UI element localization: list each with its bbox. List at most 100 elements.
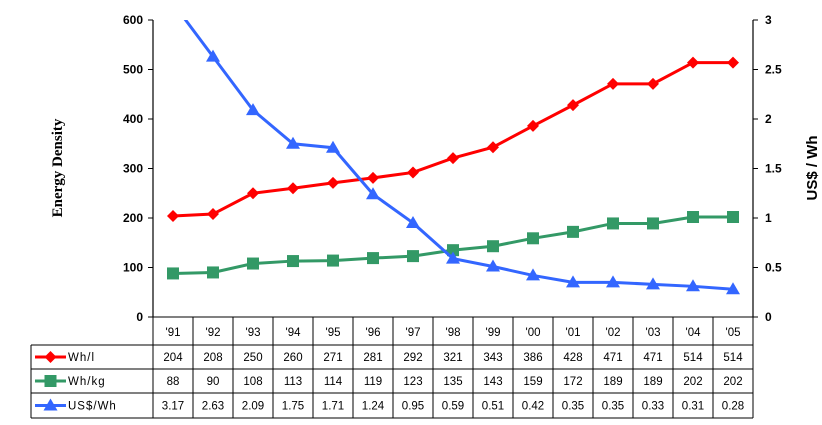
table-cell-value: 250 [243, 352, 262, 364]
point-marker [727, 56, 739, 69]
legend-label: US$/Wh [68, 401, 117, 413]
series-wh-kg [167, 211, 739, 280]
point-marker [247, 257, 259, 270]
y-tick-label-right: 1.5 [765, 162, 782, 176]
table-cell-value: 343 [483, 352, 502, 364]
table-cell-value: 471 [643, 352, 662, 364]
point-marker [486, 259, 500, 272]
point-marker [287, 182, 299, 195]
table-cell-value: 0.31 [682, 401, 704, 413]
category-label: '95 [326, 327, 341, 339]
point-marker [43, 398, 58, 411]
table-cell-value: 1.71 [322, 401, 344, 413]
table-cell-value: 90 [207, 376, 220, 388]
table-cell-value: 208 [203, 352, 222, 364]
point-marker [487, 141, 499, 154]
point-marker [526, 268, 540, 281]
table-cell-value: 119 [364, 376, 382, 388]
point-marker [326, 140, 340, 153]
y-axis-title-right: US$ / Wh [804, 135, 821, 200]
point-marker [44, 351, 57, 363]
table-cell-value: 135 [443, 376, 462, 388]
point-marker [727, 211, 739, 224]
table-cell-value: 204 [163, 352, 183, 364]
category-label: '91 [166, 327, 181, 339]
point-marker [646, 277, 660, 290]
y-tick-label-right: 2 [765, 112, 772, 126]
series-wh-l [167, 56, 739, 223]
category-label: '02 [606, 327, 621, 339]
table-cell-value: 0.42 [522, 401, 544, 413]
table-cell-value: 0.33 [642, 401, 664, 413]
point-marker [207, 266, 219, 279]
point-marker [327, 176, 339, 189]
table-cell-value: 292 [403, 352, 422, 364]
category-label: '96 [366, 327, 381, 339]
table-cell-value: 0.35 [562, 401, 584, 413]
y-tick-label-right: 3 [765, 13, 772, 27]
y-tick-label-left: 100 [123, 261, 143, 275]
point-marker [206, 49, 220, 62]
legend-label: Wh/l [68, 352, 95, 364]
table-cell-value: 0.95 [402, 401, 424, 413]
y-axis-title-left: Energy Density [50, 118, 66, 217]
point-marker [726, 282, 740, 295]
y-tick-label-right: 2.5 [765, 63, 782, 77]
table-cell-value: 88 [167, 376, 180, 388]
table-cell-value: 0.28 [722, 401, 744, 413]
point-marker [566, 275, 580, 288]
category-label: '05 [726, 327, 741, 339]
legend-label: Wh/kg [68, 376, 106, 388]
table-cell-value: 281 [363, 352, 382, 364]
point-marker [606, 275, 620, 288]
category-label: '97 [406, 327, 421, 339]
point-marker [167, 210, 179, 223]
table-cell-value: 2.63 [202, 401, 224, 413]
table-cell-value: 514 [683, 352, 703, 364]
category-label: '93 [246, 327, 261, 339]
table-cell-value: 202 [683, 376, 702, 388]
point-marker [367, 252, 379, 265]
point-marker [607, 77, 619, 90]
chart-series [167, 20, 740, 295]
table-cell-value: 3.17 [162, 401, 184, 413]
point-marker [407, 166, 419, 179]
table-cell-value: 172 [563, 376, 582, 388]
point-marker [366, 187, 380, 200]
point-marker [406, 215, 420, 228]
table-cell-value: 108 [243, 376, 262, 388]
point-marker [687, 211, 699, 224]
table-cell-value: 514 [723, 352, 743, 364]
category-label: '98 [446, 327, 461, 339]
table-cell-value: 1.75 [282, 401, 304, 413]
point-marker [527, 232, 539, 245]
point-marker [447, 152, 459, 165]
point-marker [487, 240, 499, 253]
category-label: '04 [686, 327, 702, 339]
table-cell-value: 0.51 [482, 401, 504, 413]
table-cell-value: 114 [324, 376, 343, 388]
table-cell-value: 271 [323, 352, 342, 364]
category-label: '01 [566, 327, 581, 339]
table-cell-value: 143 [483, 376, 502, 388]
point-marker [447, 244, 459, 257]
table-cell-value: 386 [523, 352, 542, 364]
point-marker [647, 77, 659, 90]
table-cell-value: 189 [643, 376, 662, 388]
point-marker [446, 251, 460, 264]
point-marker [327, 254, 339, 267]
point-marker [527, 119, 539, 132]
table-cell-value: 2.09 [242, 401, 264, 413]
point-marker [287, 255, 299, 268]
table-cell-value: 202 [723, 376, 742, 388]
point-marker [607, 217, 619, 230]
point-marker [687, 56, 699, 69]
point-marker [407, 250, 419, 263]
table-cell-value: 189 [603, 376, 622, 388]
y-tick-label-right: 0 [765, 310, 772, 324]
point-marker [286, 136, 300, 149]
y-tick-label-left: 600 [123, 13, 143, 27]
point-marker [167, 267, 179, 280]
